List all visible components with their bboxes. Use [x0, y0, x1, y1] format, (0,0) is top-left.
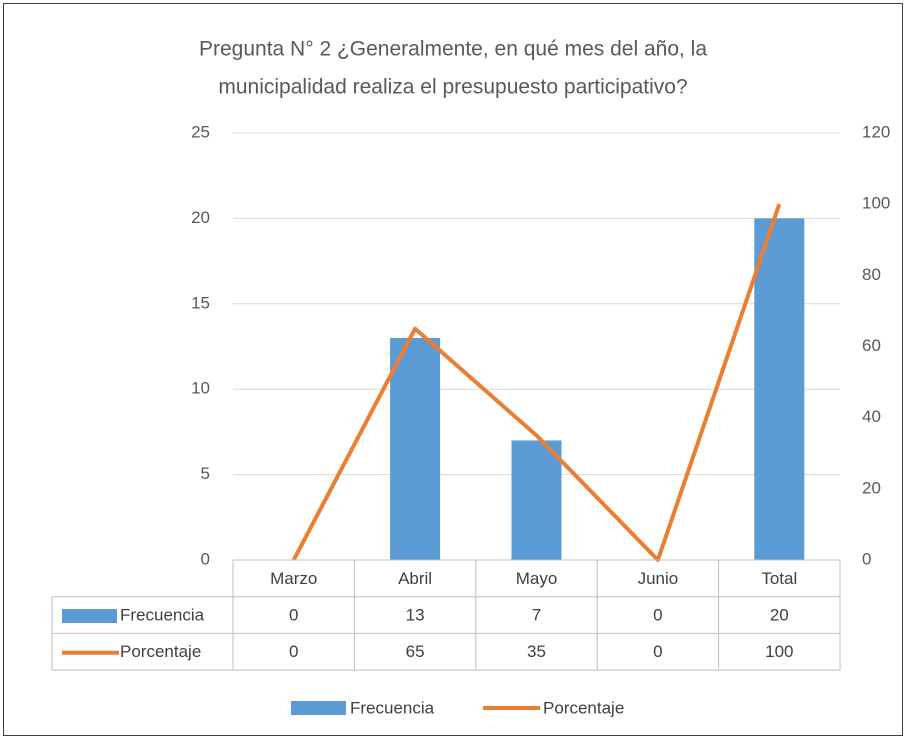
chart-border [3, 3, 903, 736]
legend-label: Frecuencia [350, 698, 435, 717]
table-row-label: Porcentaje [120, 642, 201, 661]
table-cell: 13 [406, 606, 425, 625]
legend-label: Porcentaje [543, 698, 624, 717]
table-cell: 0 [289, 642, 298, 661]
x-tick-label: Abril [398, 569, 432, 588]
y-tick-label: 25 [191, 122, 210, 141]
y-tick-label: 20 [191, 208, 210, 227]
y2-tick-label: 120 [862, 122, 890, 141]
y2-tick-label: 60 [862, 336, 881, 355]
legend-key [62, 609, 117, 624]
y-tick-label: 10 [191, 379, 210, 398]
chart-title: Pregunta N° 2 ¿Generalmente, en qué mes … [199, 38, 707, 61]
table-cell: 35 [527, 642, 546, 661]
bar [390, 337, 441, 560]
y-tick-label: 5 [201, 464, 210, 483]
y2-tick-label: 40 [862, 407, 881, 426]
table-cell: 65 [406, 642, 425, 661]
legend-key [291, 701, 346, 715]
bar [511, 440, 562, 560]
bar [754, 218, 805, 560]
table-cell: 20 [770, 606, 789, 625]
table-row-label: Frecuencia [120, 606, 205, 625]
x-tick-label: Marzo [270, 569, 317, 588]
chart-title: municipalidad realiza el presupuesto par… [218, 76, 687, 99]
table-cell: 100 [765, 642, 793, 661]
table-cell: 7 [532, 606, 541, 625]
table-cell: 0 [653, 642, 662, 661]
y2-tick-label: 80 [862, 265, 881, 284]
y2-tick-label: 20 [862, 478, 881, 497]
line [291, 203, 782, 562]
x-tick-label: Junio [638, 569, 679, 588]
y2-tick-label: 0 [862, 549, 871, 568]
y2-tick-label: 100 [862, 194, 890, 213]
table-cell: 0 [289, 606, 298, 625]
x-tick-label: Mayo [516, 569, 558, 588]
y-tick-label: 0 [201, 549, 210, 568]
y-tick-label: 15 [191, 293, 210, 312]
x-tick-label: Total [761, 569, 797, 588]
table-cell: 0 [653, 606, 662, 625]
